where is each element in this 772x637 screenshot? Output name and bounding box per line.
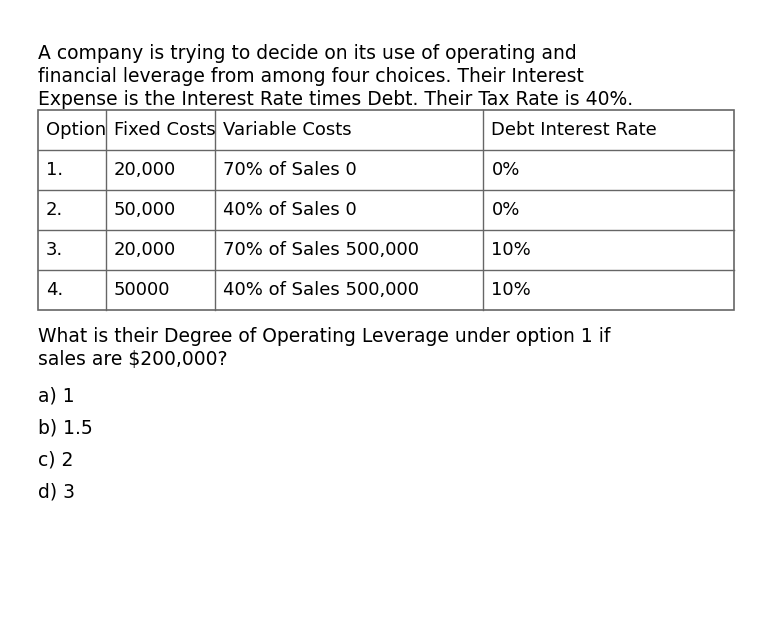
Text: Variable Costs: Variable Costs: [223, 121, 352, 139]
Bar: [38, 110, 734, 310]
Text: Fixed Costs: Fixed Costs: [113, 121, 215, 139]
Text: 4.: 4.: [46, 281, 63, 299]
Text: 40% of Sales 0: 40% of Sales 0: [223, 201, 357, 219]
Text: sales are $200,000?: sales are $200,000?: [38, 350, 228, 368]
Text: 20,000: 20,000: [113, 241, 176, 259]
Text: 3.: 3.: [46, 241, 63, 259]
Text: 70% of Sales 500,000: 70% of Sales 500,000: [223, 241, 419, 259]
Text: A company is trying to decide on its use of operating and: A company is trying to decide on its use…: [38, 44, 577, 63]
Text: What is their Degree of Operating Leverage under option 1 if: What is their Degree of Operating Levera…: [38, 327, 611, 345]
Text: Debt Interest Rate: Debt Interest Rate: [492, 121, 657, 139]
Text: d) 3: d) 3: [38, 482, 75, 501]
Text: Expense is the Interest Rate times Debt. Their Tax Rate is 40%.: Expense is the Interest Rate times Debt.…: [38, 90, 633, 109]
Text: 0%: 0%: [492, 161, 520, 179]
Text: 10%: 10%: [492, 241, 531, 259]
Text: Option: Option: [46, 121, 106, 139]
Text: 50000: 50000: [113, 281, 170, 299]
Text: 0%: 0%: [492, 201, 520, 219]
Text: financial leverage from among four choices. Their Interest: financial leverage from among four choic…: [38, 67, 584, 86]
Text: b) 1.5: b) 1.5: [38, 419, 93, 438]
Text: 2.: 2.: [46, 201, 63, 219]
Text: c) 2: c) 2: [38, 450, 73, 469]
Text: 40% of Sales 500,000: 40% of Sales 500,000: [223, 281, 419, 299]
Text: 50,000: 50,000: [113, 201, 176, 219]
Text: 20,000: 20,000: [113, 161, 176, 179]
Text: 10%: 10%: [492, 281, 531, 299]
Text: 1.: 1.: [46, 161, 63, 179]
Text: a) 1: a) 1: [38, 387, 75, 406]
Text: 70% of Sales 0: 70% of Sales 0: [223, 161, 357, 179]
